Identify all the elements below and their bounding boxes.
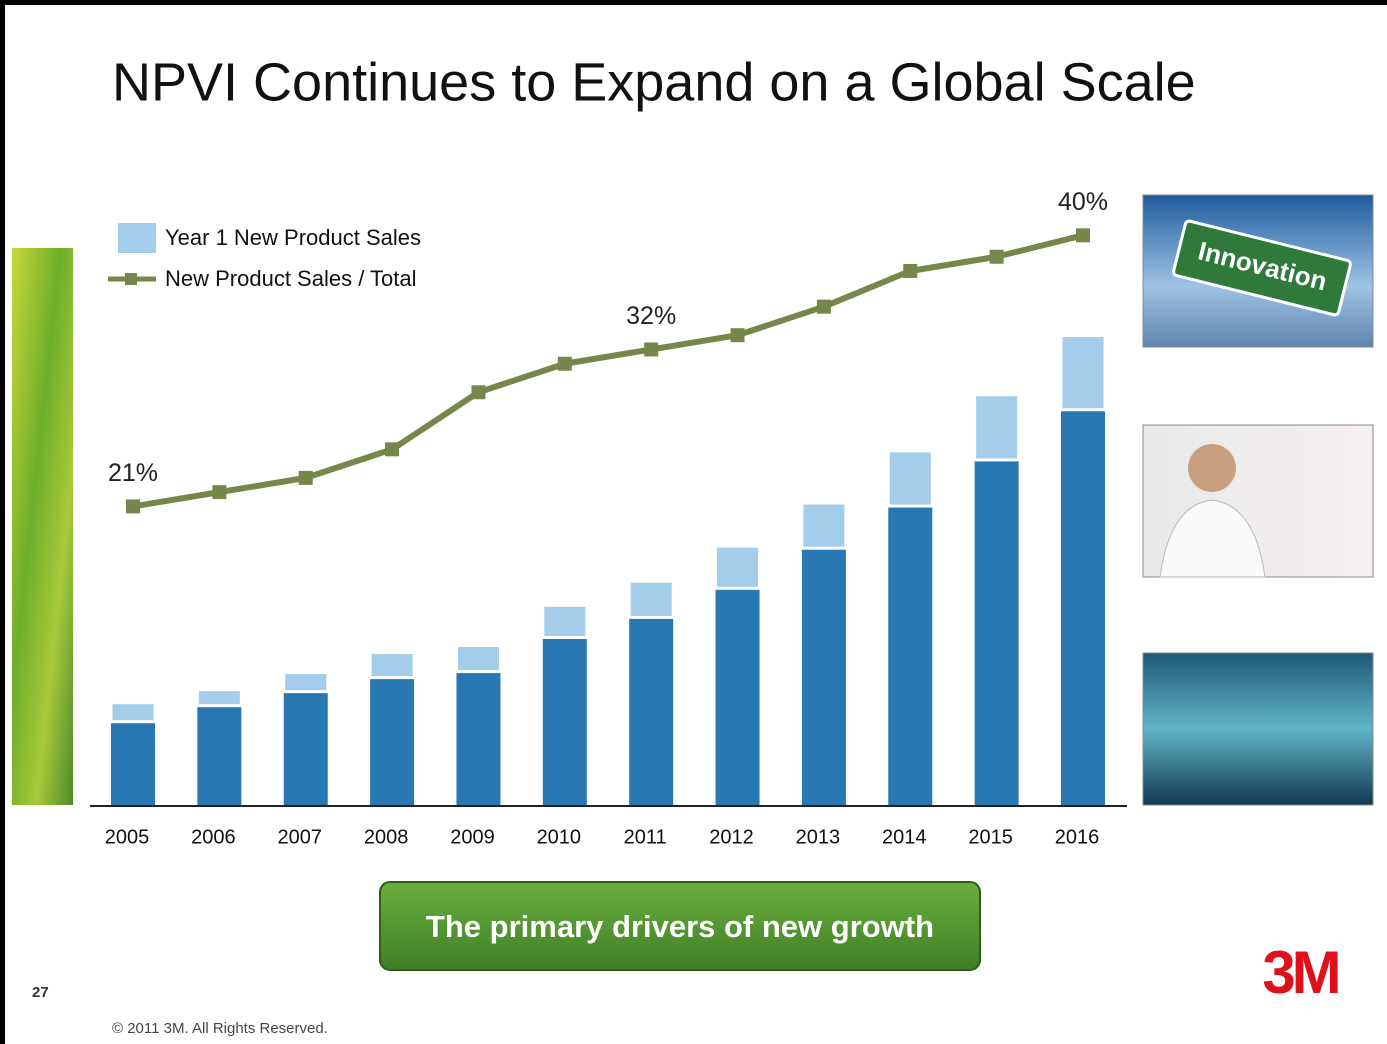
- page-number: 27: [32, 984, 49, 1001]
- x-tick-label: 2009: [450, 826, 495, 848]
- bar-segment: [888, 451, 932, 506]
- data-label: 21%: [108, 459, 158, 487]
- x-tick-label: 2006: [191, 826, 236, 848]
- x-tick-label: 2011: [624, 826, 667, 848]
- bar-segment: [802, 548, 846, 806]
- bar-segment: [802, 503, 846, 548]
- bar-segment: [284, 692, 328, 806]
- line-marker: [212, 485, 226, 499]
- x-tick-label: 2012: [709, 826, 754, 848]
- footer: © 2011 3M. All Rights Reserved.: [112, 1020, 328, 1037]
- legend-label: Year 1 New Product Sales: [165, 225, 421, 250]
- bar-segment: [284, 673, 328, 692]
- bar-segment: [629, 581, 673, 617]
- line-marker: [558, 357, 572, 371]
- bar-segment: [370, 678, 414, 806]
- scientist-head: [1188, 444, 1236, 492]
- data-label: 32%: [626, 302, 676, 330]
- line-marker: [1076, 228, 1090, 242]
- data-label: 40%: [1058, 188, 1108, 216]
- line-marker: [644, 342, 658, 356]
- bar-segment: [197, 690, 241, 706]
- line-marker: [471, 385, 485, 399]
- x-tick-label: 2008: [364, 826, 409, 848]
- bar-segment: [197, 706, 241, 806]
- line-marker: [990, 250, 1004, 264]
- tubes-image: [1143, 653, 1373, 805]
- legend-swatch: [118, 223, 156, 253]
- bar-segment: [370, 653, 414, 678]
- line-marker: [817, 300, 831, 314]
- line-marker: [299, 471, 313, 485]
- logo: 3M: [1262, 939, 1337, 1006]
- bar-segment: [456, 672, 500, 806]
- callout-text: The primary drivers of new growth: [426, 909, 934, 944]
- bar-segment: [1061, 410, 1105, 806]
- bar-segment: [543, 605, 587, 637]
- leaf-image: [12, 248, 73, 805]
- slide: NPVI Continues to Expand on a Global Sca…: [0, 0, 1387, 1044]
- legend-label: New Product Sales / Total: [165, 266, 417, 291]
- bar-segment: [543, 637, 587, 806]
- x-tick-label: 2013: [796, 826, 841, 848]
- x-tick-label: 2010: [537, 826, 582, 848]
- bar-segment: [716, 546, 760, 588]
- line-marker: [903, 264, 917, 278]
- line-marker: [385, 442, 399, 456]
- x-tick-label: 2014: [882, 826, 927, 848]
- bar-segment: [975, 395, 1019, 460]
- bar-segment: [629, 617, 673, 806]
- bar-segment: [888, 506, 932, 806]
- legend-marker: [125, 273, 137, 285]
- x-tick-label: 2015: [968, 826, 1013, 848]
- bar-segment: [111, 703, 155, 722]
- line-marker: [126, 499, 140, 513]
- bar-segment: [975, 460, 1019, 806]
- x-tick-label: 2007: [277, 826, 322, 848]
- bar-segment: [1061, 336, 1105, 410]
- line-marker: [731, 328, 745, 342]
- bar-segment: [456, 646, 500, 672]
- x-tick-label: 2016: [1055, 826, 1100, 848]
- chart: 2005 2006 2007 2008 2009 2010 2011 2012 2013 2014…: [90, 188, 1127, 848]
- bar-segment: [716, 588, 760, 806]
- bar-segment: [111, 722, 155, 806]
- frame-top: [0, 0, 1387, 5]
- x-tick-label: 2005: [105, 826, 150, 848]
- slide-title: NPVI Continues to Expand on a Global Sca…: [112, 52, 1196, 112]
- frame-left: [0, 0, 5, 1044]
